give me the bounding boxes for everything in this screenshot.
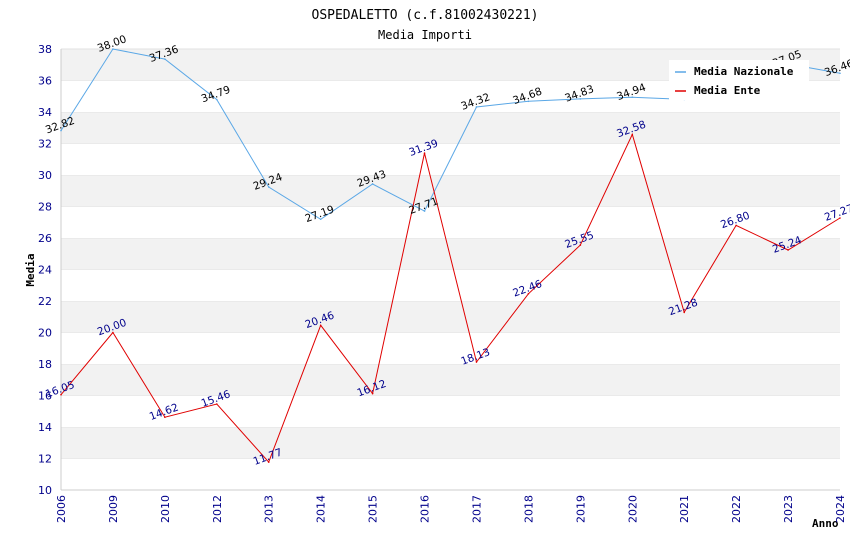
data-point <box>267 461 270 463</box>
legend: Media Nazionale Media Ente <box>669 60 809 100</box>
y-tick-label: 24 <box>38 264 52 277</box>
y-tick-label: 22 <box>38 295 52 308</box>
y-tick-label: 20 <box>38 327 52 340</box>
x-tick-label: 2016 <box>419 495 432 523</box>
x-tick-label: 2009 <box>107 495 120 523</box>
x-tick-label: 2024 <box>834 495 847 523</box>
x-tick-label: 2022 <box>730 495 743 523</box>
data-point <box>475 361 478 363</box>
y-tick-label: 30 <box>38 169 52 182</box>
chart-title: OSPEDALETTO (c.f.81002430221) <box>312 8 539 23</box>
x-tick-label: 2021 <box>678 495 691 523</box>
grid-band <box>61 238 840 270</box>
x-tick-label: 2013 <box>263 495 276 523</box>
y-tick-label: 10 <box>38 484 52 497</box>
legend-label-nazionale: Media Nazionale <box>694 65 794 78</box>
data-point <box>683 311 685 314</box>
x-tick-label: 2015 <box>367 495 380 523</box>
x-tick-labels: 2006 2009 2010 2012 2013 2014 2015 2016 2017 2018… <box>55 495 847 523</box>
x-tick-label: 2020 <box>626 495 639 523</box>
axes <box>60 49 840 491</box>
data-point <box>164 416 166 419</box>
grid-band <box>61 112 840 144</box>
data-point <box>735 224 737 227</box>
data-point <box>527 292 530 295</box>
x-tick-label: 2017 <box>470 495 483 523</box>
grid-band <box>61 175 840 207</box>
data-point <box>319 324 322 327</box>
data-point <box>579 98 582 100</box>
grid-band <box>61 364 840 396</box>
data-point <box>112 331 114 334</box>
x-tick-label: 2014 <box>315 495 328 523</box>
y-axis-label: Media <box>24 253 37 286</box>
legend-label-ente: Media Ente <box>694 84 761 97</box>
grid-band <box>61 269 840 301</box>
y-tick-label: 16 <box>38 390 52 403</box>
data-point <box>631 133 634 136</box>
grid-band <box>61 427 840 459</box>
data-point <box>216 98 218 101</box>
data-point <box>371 183 374 185</box>
data-point <box>319 218 322 221</box>
grid-band <box>61 332 840 364</box>
y-tick-label: 34 <box>38 106 52 119</box>
x-tick-label: 2018 <box>522 495 535 523</box>
x-tick-label: 2010 <box>159 495 172 523</box>
data-point <box>371 392 374 395</box>
x-tick-label: 2012 <box>211 495 224 523</box>
grid-band <box>61 458 840 490</box>
x-tick-label: 2019 <box>574 495 587 523</box>
y-tick-label: 32 <box>38 138 52 151</box>
y-tick-label: 26 <box>38 232 52 245</box>
y-tick-label: 28 <box>38 201 52 214</box>
data-point <box>164 58 166 60</box>
data-point <box>839 217 841 219</box>
data-point <box>839 72 841 75</box>
data-point <box>112 48 114 50</box>
x-tick-label: 2006 <box>55 495 68 523</box>
y-tick-labels: 10 12 14 16 18 20 22 24 26 28 30 32 34 36 38 <box>38 43 52 497</box>
y-tick-label: 18 <box>38 358 52 371</box>
chart-subtitle: Media Importi <box>378 28 472 42</box>
x-tick-label: 2023 <box>782 495 795 523</box>
data-point <box>60 129 62 132</box>
grid-band <box>61 301 840 333</box>
y-tick-label: 36 <box>38 75 52 88</box>
y-tick-label: 12 <box>38 453 52 466</box>
data-point <box>60 393 62 396</box>
grid-band <box>61 206 840 238</box>
data-point <box>787 249 789 251</box>
grid-bands <box>61 48 840 490</box>
data-point <box>216 403 218 405</box>
data-point <box>475 106 478 108</box>
data-point <box>579 244 582 246</box>
data-point <box>423 152 426 154</box>
data-point <box>631 96 634 98</box>
data-point <box>527 100 530 103</box>
grid-band <box>61 395 840 427</box>
y-tick-label: 14 <box>38 421 52 434</box>
y-tick-label: 38 <box>38 43 52 56</box>
legend-box <box>669 60 809 100</box>
x-axis-label: Anno <box>812 517 839 530</box>
data-point <box>267 186 270 188</box>
series-line-1 <box>60 132 841 464</box>
data-point <box>423 210 426 212</box>
